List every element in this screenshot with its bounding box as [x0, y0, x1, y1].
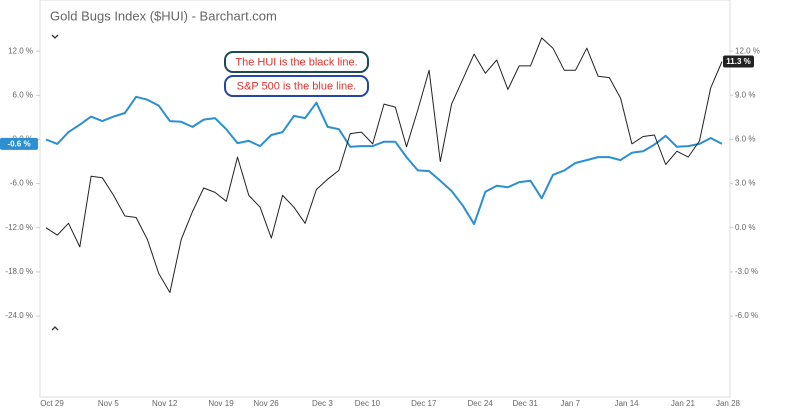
button-bg[interactable] [46, 29, 64, 45]
y2-tick-label: 12.0 % [735, 46, 760, 55]
x-tick-label: Nov 26 [253, 399, 279, 408]
value-badge: -0.6 % [0, 137, 38, 150]
y2-tick-label: -6.0 % [735, 311, 758, 320]
x-tick-label: Nov 5 [98, 399, 119, 408]
annotation-text: The HUI is the black line. [235, 56, 357, 68]
plot-frame [39, 0, 731, 398]
y-tick-label: -12.0 % [5, 223, 33, 232]
x-tick-label: Nov 12 [152, 399, 178, 408]
series-line [45, 95, 723, 226]
x-tick-label: Dec 17 [411, 399, 437, 408]
x-tick-label: Jan 14 [615, 399, 640, 408]
series-line [45, 37, 723, 293]
x-tick-label: Jan 21 [671, 399, 696, 408]
collapse-button[interactable] [46, 29, 64, 45]
y-tick-label: -18.0 % [5, 267, 33, 276]
annotation-text: S&P 500 is the blue line. [237, 80, 357, 92]
y-tick-label: 12.0 % [8, 46, 33, 55]
chart-title: Gold Bugs Index ($HUI) - Barchart.com [50, 8, 277, 23]
badge-bg [723, 55, 754, 68]
badge-label: 11.3 % [726, 57, 750, 66]
value-badge: 11.3 % [723, 55, 754, 68]
x-tick-label: Nov 19 [208, 399, 234, 408]
badge-bg [0, 137, 38, 150]
x-tick-label: Jan 28 [716, 399, 741, 408]
y2-tick-label: 9.0 % [735, 90, 755, 99]
y2-tick-label: 6.0 % [735, 135, 755, 144]
chevron-down[interactable] [51, 34, 59, 39]
y-tick-label: -24.0 % [5, 311, 33, 320]
y2-tick-label: -3.0 % [735, 267, 758, 276]
x-tick-label: Dec 31 [513, 399, 539, 408]
x-tick-label: Dec 3 [312, 399, 333, 408]
x-tick-label: Jan 7 [560, 399, 580, 408]
x-tick-label: Oct 29 [40, 399, 64, 408]
expand-button[interactable] [46, 320, 64, 336]
y2-tick-label: 0.0 % [735, 223, 755, 232]
button-bg[interactable] [46, 320, 64, 336]
y2-tick-label: 3.0 % [735, 179, 755, 188]
y-tick-label: 6.0 % [13, 90, 33, 99]
x-tick-label: Dec 10 [355, 399, 381, 408]
x-tick-label: Dec 24 [467, 399, 493, 408]
annotation-box [224, 75, 369, 97]
y-tick-label: -6.0 % [10, 179, 33, 188]
annotation-box [224, 51, 369, 73]
chevron-up[interactable] [51, 326, 59, 331]
badge-label: -0.6 % [7, 139, 30, 148]
